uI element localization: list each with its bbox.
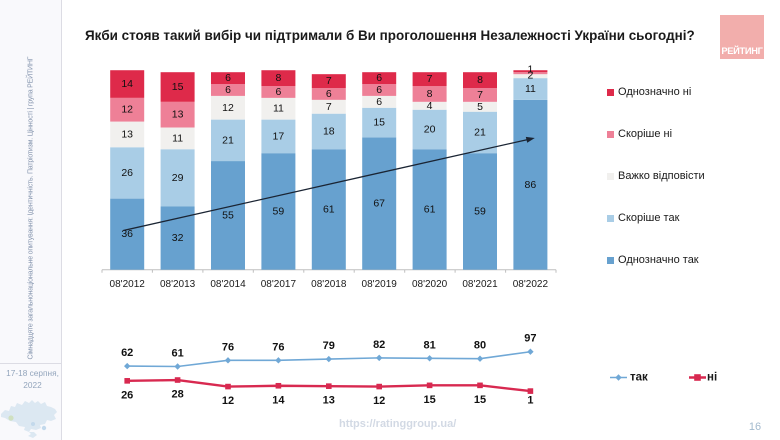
svg-text:32: 32 [172, 232, 184, 244]
svg-text:6: 6 [225, 84, 231, 96]
svg-text:ні: ні [707, 372, 717, 384]
svg-text:15: 15 [373, 117, 385, 129]
svg-text:11: 11 [172, 132, 183, 144]
svg-text:11: 11 [273, 103, 284, 115]
svg-text:59: 59 [273, 205, 285, 217]
svg-text:1: 1 [527, 395, 533, 407]
svg-text:8: 8 [275, 72, 281, 84]
svg-text:6: 6 [225, 72, 231, 84]
svg-text:36: 36 [121, 228, 133, 240]
svg-text:8: 8 [477, 74, 483, 86]
svg-text:21: 21 [222, 134, 234, 146]
svg-text:80: 80 [474, 340, 486, 352]
svg-text:7: 7 [477, 89, 483, 101]
svg-text:17: 17 [273, 130, 285, 142]
svg-text:6: 6 [275, 86, 281, 98]
svg-text:26: 26 [121, 167, 133, 179]
svg-text:61: 61 [171, 347, 183, 359]
svg-text:15: 15 [172, 81, 184, 93]
svg-text:86: 86 [525, 179, 537, 191]
svg-text:62: 62 [121, 347, 133, 359]
svg-text:1: 1 [527, 64, 533, 76]
svg-text:2: 2 [527, 69, 533, 81]
svg-text:08'2012: 08'2012 [110, 279, 146, 290]
svg-text:08'2017: 08'2017 [261, 279, 297, 290]
svg-text:12: 12 [373, 395, 385, 407]
svg-text:5: 5 [477, 101, 483, 113]
svg-text:18: 18 [323, 125, 335, 137]
svg-text:4: 4 [427, 100, 433, 112]
svg-text:76: 76 [222, 341, 234, 353]
svg-text:12: 12 [222, 395, 234, 407]
svg-text:81: 81 [423, 339, 435, 351]
svg-text:6: 6 [376, 72, 382, 84]
svg-text:12: 12 [222, 102, 234, 114]
svg-text:21: 21 [474, 126, 486, 138]
svg-text:6: 6 [376, 96, 382, 108]
svg-text:82: 82 [373, 339, 385, 351]
svg-text:29: 29 [172, 172, 184, 184]
svg-text:08'2020: 08'2020 [412, 279, 448, 290]
svg-text:61: 61 [323, 203, 335, 215]
svg-text:59: 59 [474, 205, 486, 217]
svg-text:7: 7 [326, 75, 332, 87]
svg-text:08'2022: 08'2022 [513, 279, 549, 290]
svg-text:15: 15 [423, 394, 435, 406]
svg-text:13: 13 [121, 128, 133, 140]
svg-text:7: 7 [427, 73, 433, 85]
svg-text:6: 6 [376, 84, 382, 96]
svg-text:20: 20 [424, 123, 436, 135]
svg-text:97: 97 [524, 333, 536, 345]
svg-text:13: 13 [323, 395, 335, 407]
svg-text:08'2013: 08'2013 [160, 279, 196, 290]
svg-text:6: 6 [326, 88, 332, 100]
svg-text:13: 13 [172, 109, 184, 121]
svg-text:11: 11 [525, 83, 536, 95]
svg-text:08'2018: 08'2018 [311, 279, 347, 290]
svg-text:7: 7 [326, 101, 332, 113]
svg-text:28: 28 [171, 389, 183, 401]
svg-text:61: 61 [424, 203, 436, 215]
svg-text:08'2019: 08'2019 [362, 279, 398, 290]
svg-text:14: 14 [121, 78, 133, 90]
svg-text:76: 76 [272, 341, 284, 353]
svg-text:67: 67 [373, 198, 385, 210]
svg-text:так: так [630, 372, 648, 384]
svg-text:08'2014: 08'2014 [210, 279, 246, 290]
svg-text:26: 26 [121, 389, 133, 401]
svg-text:14: 14 [272, 394, 285, 406]
svg-text:55: 55 [222, 209, 234, 221]
svg-text:15: 15 [474, 394, 486, 406]
svg-text:79: 79 [323, 340, 335, 352]
svg-text:12: 12 [121, 104, 133, 116]
svg-text:08'2021: 08'2021 [462, 279, 498, 290]
svg-text:8: 8 [427, 88, 433, 100]
